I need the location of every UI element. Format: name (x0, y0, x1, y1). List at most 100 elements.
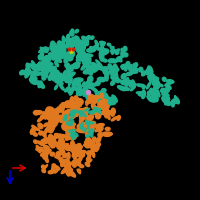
Ellipse shape (92, 111, 104, 115)
Ellipse shape (67, 162, 71, 167)
Ellipse shape (77, 157, 82, 163)
Ellipse shape (80, 126, 83, 128)
Ellipse shape (45, 156, 48, 163)
Ellipse shape (85, 40, 89, 44)
Ellipse shape (73, 155, 77, 161)
Ellipse shape (32, 61, 36, 67)
Ellipse shape (103, 110, 109, 115)
Ellipse shape (52, 49, 57, 60)
Ellipse shape (62, 109, 72, 115)
Ellipse shape (73, 153, 76, 157)
Ellipse shape (93, 98, 97, 104)
Ellipse shape (99, 51, 104, 61)
Ellipse shape (72, 160, 76, 165)
Ellipse shape (67, 65, 74, 72)
Ellipse shape (108, 115, 110, 120)
Ellipse shape (91, 122, 94, 124)
Ellipse shape (155, 89, 159, 93)
Ellipse shape (50, 113, 54, 117)
Ellipse shape (83, 85, 88, 93)
Ellipse shape (97, 66, 101, 69)
Ellipse shape (102, 67, 109, 69)
Ellipse shape (67, 152, 70, 159)
Ellipse shape (68, 50, 75, 58)
Ellipse shape (59, 81, 63, 86)
Ellipse shape (72, 108, 78, 113)
Ellipse shape (62, 124, 67, 130)
Ellipse shape (142, 71, 146, 76)
Ellipse shape (66, 63, 71, 73)
Ellipse shape (87, 65, 93, 75)
Ellipse shape (102, 49, 106, 52)
Ellipse shape (54, 55, 63, 58)
Ellipse shape (66, 54, 72, 61)
Ellipse shape (72, 150, 78, 154)
Ellipse shape (52, 117, 60, 123)
Ellipse shape (95, 113, 101, 119)
Ellipse shape (123, 53, 128, 55)
Ellipse shape (62, 159, 65, 164)
Ellipse shape (42, 169, 46, 173)
Ellipse shape (41, 152, 48, 157)
Ellipse shape (93, 67, 97, 72)
Ellipse shape (105, 104, 109, 109)
Ellipse shape (164, 88, 169, 91)
Ellipse shape (64, 124, 69, 131)
Ellipse shape (52, 165, 55, 172)
Ellipse shape (146, 69, 150, 73)
Ellipse shape (39, 47, 46, 52)
Ellipse shape (162, 92, 167, 95)
Ellipse shape (57, 73, 61, 83)
Ellipse shape (62, 36, 65, 44)
Ellipse shape (20, 71, 23, 75)
Ellipse shape (87, 48, 96, 52)
Ellipse shape (48, 117, 53, 121)
Ellipse shape (69, 78, 72, 86)
Ellipse shape (169, 80, 172, 84)
Ellipse shape (111, 108, 115, 114)
Ellipse shape (45, 138, 53, 143)
Ellipse shape (55, 85, 58, 90)
Ellipse shape (158, 84, 163, 87)
Ellipse shape (102, 132, 112, 136)
Ellipse shape (44, 123, 48, 127)
Ellipse shape (128, 81, 132, 84)
Ellipse shape (166, 97, 170, 101)
Ellipse shape (126, 62, 130, 65)
Ellipse shape (138, 93, 143, 96)
Ellipse shape (67, 162, 70, 168)
Ellipse shape (136, 92, 145, 94)
Ellipse shape (76, 49, 86, 54)
Ellipse shape (112, 95, 117, 102)
Ellipse shape (48, 53, 53, 58)
Ellipse shape (38, 123, 43, 129)
Ellipse shape (88, 122, 92, 127)
Ellipse shape (51, 55, 62, 62)
Ellipse shape (66, 87, 70, 91)
Ellipse shape (174, 97, 179, 104)
Ellipse shape (43, 153, 48, 159)
Ellipse shape (161, 89, 165, 92)
Ellipse shape (95, 124, 104, 128)
Ellipse shape (132, 68, 138, 73)
Ellipse shape (35, 63, 42, 70)
Ellipse shape (67, 169, 71, 172)
Ellipse shape (88, 140, 95, 145)
Ellipse shape (42, 132, 46, 137)
Ellipse shape (69, 130, 72, 133)
Ellipse shape (108, 59, 115, 63)
Ellipse shape (90, 121, 96, 125)
Ellipse shape (152, 93, 159, 96)
Ellipse shape (21, 70, 25, 74)
Ellipse shape (45, 63, 51, 72)
Ellipse shape (83, 68, 94, 74)
Ellipse shape (73, 82, 75, 90)
Ellipse shape (64, 162, 72, 167)
Ellipse shape (121, 65, 123, 68)
Ellipse shape (50, 45, 64, 51)
Ellipse shape (113, 64, 118, 73)
Ellipse shape (117, 57, 122, 62)
Ellipse shape (46, 107, 50, 113)
Ellipse shape (102, 99, 107, 106)
Ellipse shape (51, 111, 59, 116)
